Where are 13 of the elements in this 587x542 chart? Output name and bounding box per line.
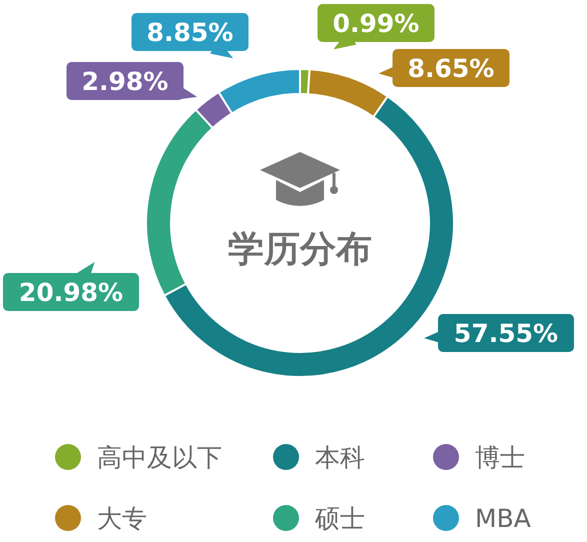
legend-label: MBA bbox=[475, 504, 531, 533]
data-label: 57.55% bbox=[454, 319, 558, 348]
text: 学历分布 bbox=[228, 229, 372, 270]
legend-label: 高中及以下 bbox=[97, 443, 222, 472]
legend-label: 硕士 bbox=[314, 504, 365, 533]
data-label: 20.98% bbox=[18, 278, 124, 307]
data-label: 0.99% bbox=[332, 9, 420, 38]
data-label: 2.98% bbox=[82, 67, 168, 96]
legend-label: 大专 bbox=[97, 504, 147, 533]
legend-label: 本科 bbox=[315, 443, 365, 472]
legend-label: 博士 bbox=[475, 443, 525, 472]
data-label: 8.85% bbox=[146, 18, 234, 47]
data-label: 8.65% bbox=[408, 54, 494, 83]
